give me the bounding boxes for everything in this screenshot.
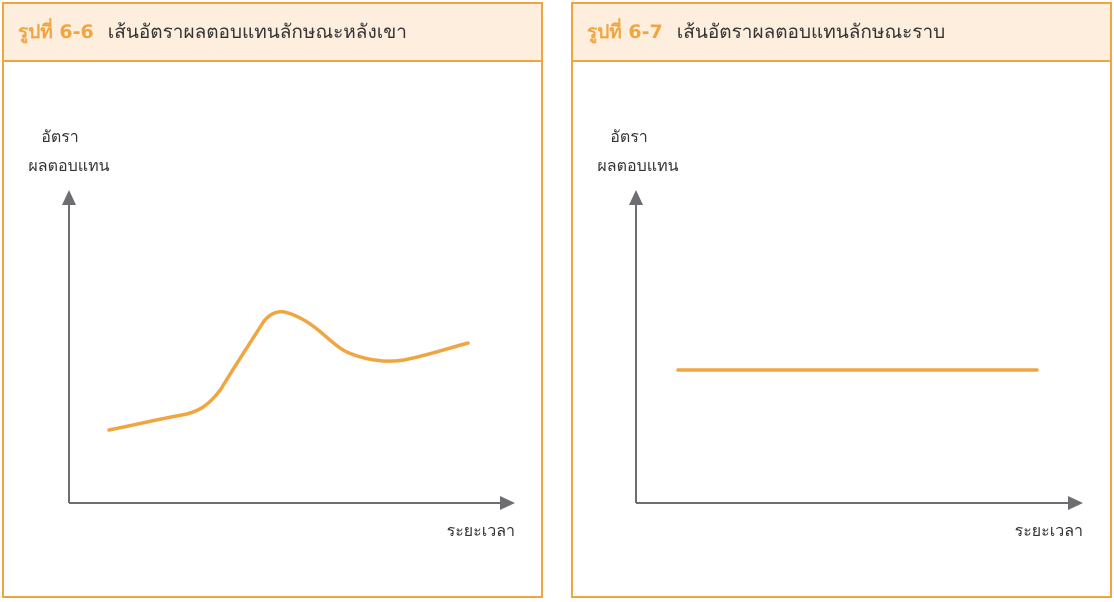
- figure-number: รูปที่ 6-6: [18, 21, 94, 43]
- figure-title: เส้นอัตราผลตอบแทนลักษณะราบ: [676, 21, 946, 43]
- figure-header: รูปที่ 6-6 เส้นอัตราผลตอบแทนลักษณะหลังเข…: [4, 4, 541, 62]
- x-axis-label: ระยะเวลา: [447, 521, 515, 540]
- yield-curve-diagram-flat: อัตรา ผลตอบแทน ระยะเวลา: [597, 127, 1083, 540]
- figure-header: รูปที่ 6-7 เส้นอัตราผลตอบแทนลักษณะราบ: [573, 4, 1110, 62]
- y-axis-arrow-icon: [629, 190, 643, 205]
- figure-panel-humped: รูปที่ 6-6 เส้นอัตราผลตอบแทนลักษณะหลังเข…: [2, 2, 543, 598]
- y-axis-label-line2: ผลตอบแทน: [28, 156, 109, 175]
- x-axis-arrow-icon: [500, 496, 515, 510]
- figure-title: เส้นอัตราผลตอบแทนลักษณะหลังเขา: [107, 21, 407, 43]
- figure-panel-flat: รูปที่ 6-7 เส้นอัตราผลตอบแทนลักษณะราบ อั…: [571, 2, 1112, 598]
- y-axis-label-line1: อัตรา: [610, 127, 648, 146]
- x-axis-arrow-icon: [1068, 496, 1083, 510]
- y-axis-arrow-icon: [62, 190, 76, 205]
- x-axis-label: ระยะเวลา: [1015, 521, 1083, 540]
- yield-curve-diagram-humped: อัตรา ผลตอบแทน ระยะเวลา: [28, 127, 515, 540]
- humped-yield-curve: [107, 310, 470, 432]
- figure-number: รูปที่ 6-7: [587, 21, 663, 43]
- y-axis-label-line2: ผลตอบแทน: [597, 156, 678, 175]
- y-axis-label-line1: อัตรา: [41, 127, 79, 146]
